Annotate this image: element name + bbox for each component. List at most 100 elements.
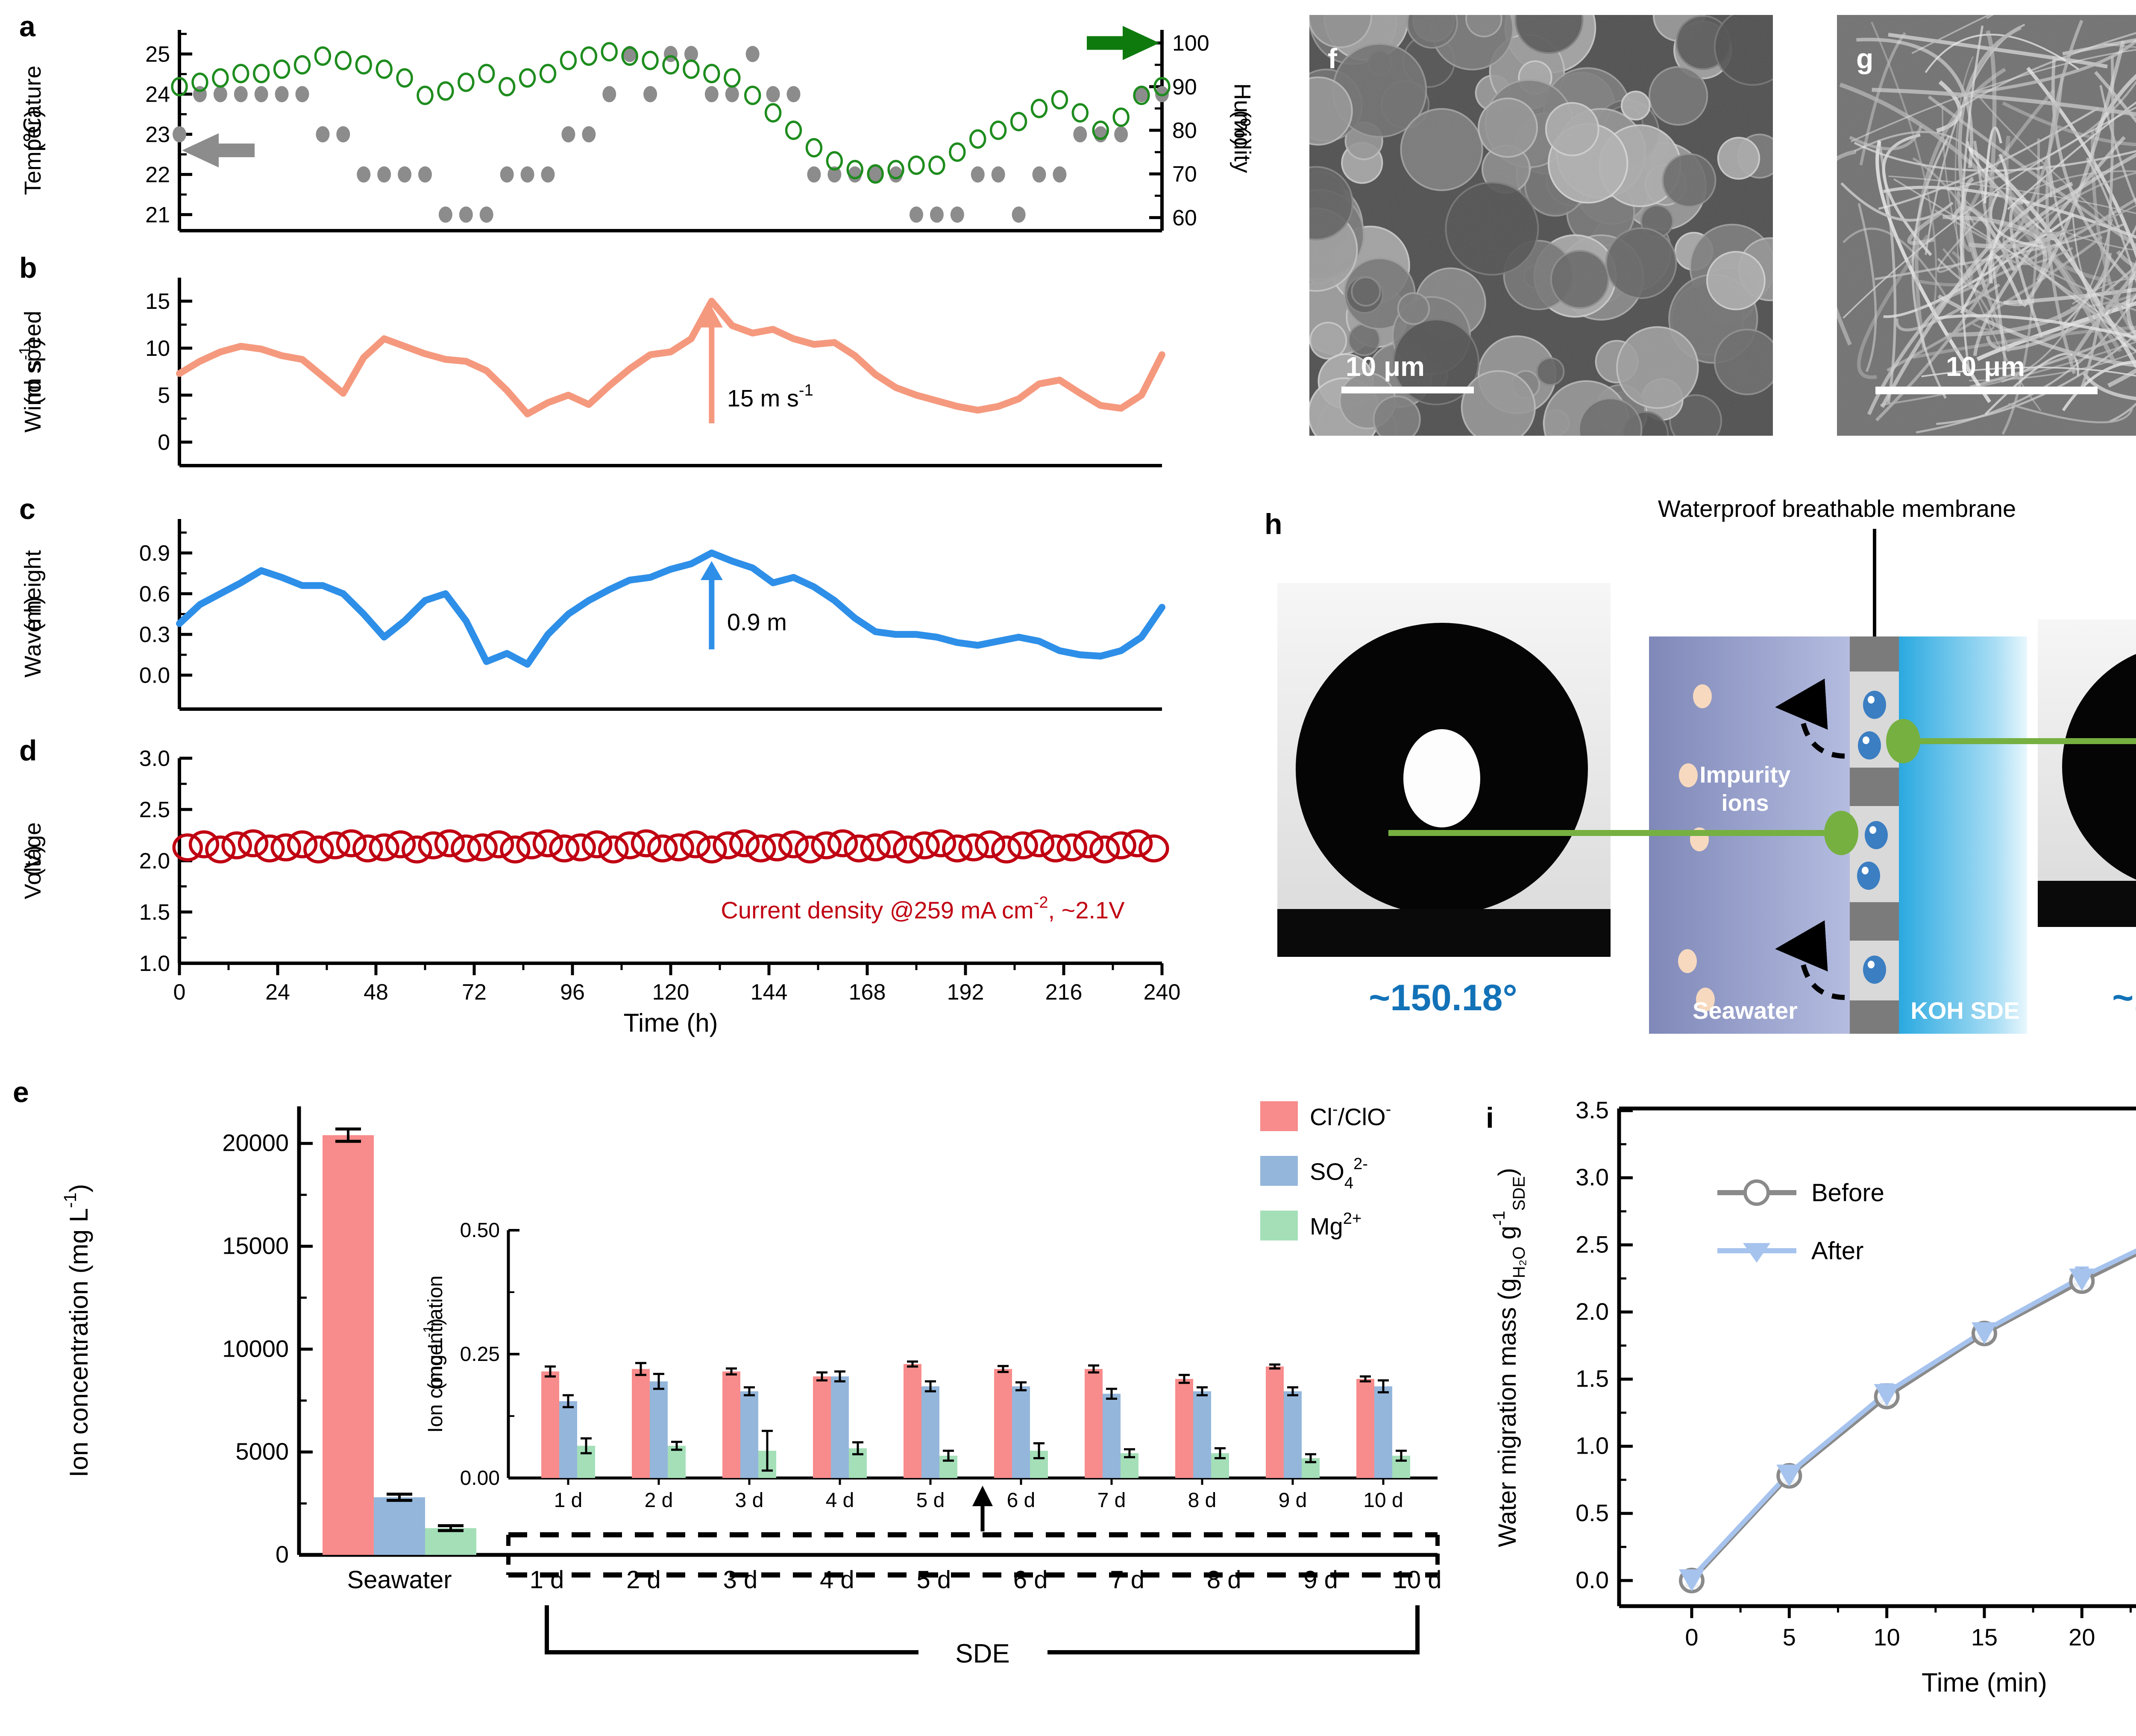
svg-text:0.6: 0.6 [139, 582, 170, 607]
svg-text:1.0: 1.0 [139, 951, 170, 976]
panel-i-plot: 0.00.51.01.52.02.53.03.5051015202530Befo… [1490, 1097, 2136, 1698]
svg-text:10: 10 [1874, 1624, 1900, 1651]
inset-day-label: 6 d [1007, 1489, 1036, 1512]
svg-text:22: 22 [145, 162, 170, 187]
svg-text:90: 90 [1172, 75, 1197, 100]
day-tick-label: 9 d [1303, 1566, 1338, 1594]
svg-text:25: 25 [145, 42, 170, 67]
svg-text:70: 70 [1172, 162, 1197, 187]
humidity-axis-arrow [1087, 26, 1159, 60]
sem-image-g: g 10 μm [1837, 15, 2136, 436]
svg-text:100: 100 [1172, 31, 1209, 56]
svg-text:192: 192 [947, 980, 984, 1005]
panel-e-inset-plot: 0.00 0.25 0.50 1 d 2 d 3 d 4 d 5 d 6 d 7 d 8 d 9 d 1… [420, 1219, 1438, 1512]
wave-peak-annotation: 0.9 m [727, 609, 787, 636]
svg-text:120: 120 [652, 980, 690, 1005]
panel-letter-g: g [1856, 43, 1873, 74]
svg-text:168: 168 [849, 980, 886, 1005]
panel-e-plot: 0 5000 10000 15000 20000 Seawater 1 d 2 d 3 d 4 d… [60, 1100, 1441, 1669]
svg-text:0.9: 0.9 [139, 541, 170, 566]
svg-text:5: 5 [158, 383, 170, 408]
svg-text:20000: 20000 [222, 1129, 289, 1156]
legend-before-label: Before [1811, 1179, 1884, 1207]
legend-after-label: After [1811, 1237, 1864, 1265]
svg-text:3.0: 3.0 [1576, 1164, 1609, 1191]
svg-text:24: 24 [145, 82, 170, 107]
svg-text:10000: 10000 [222, 1335, 289, 1362]
svg-text:48: 48 [364, 980, 388, 1005]
svg-text:1.0: 1.0 [1576, 1432, 1609, 1459]
panel-a-plot: 21 22 23 24 25 60 70 80 90 100 Temperature(℃) Humid… [20, 26, 1255, 232]
voltage-axis-label: Voltage(V) [20, 822, 46, 899]
inset-day-label: 1 d [554, 1489, 583, 1512]
time-axis-label: Time (h) [623, 1009, 718, 1037]
panel-letter-e: e [13, 1076, 29, 1108]
svg-text:15: 15 [145, 289, 170, 314]
svg-text:1.5: 1.5 [139, 900, 170, 925]
inset-day-label: 7 d [1097, 1489, 1126, 1512]
droplet-left-stage [1277, 909, 1611, 957]
voltage-annotation: Current density @259 mA cm-2, ~2.1V [721, 894, 1125, 924]
svg-text:0: 0 [158, 430, 170, 455]
inset-day-label: 5 d [916, 1489, 945, 1512]
svg-text:0.50: 0.50 [460, 1219, 500, 1242]
svg-text:23: 23 [145, 122, 170, 147]
angle-pointer-right [1886, 719, 2136, 763]
svg-text:0.5: 0.5 [1576, 1499, 1609, 1526]
ion-axis-label: Ion concentration (mg L-1) [60, 1184, 93, 1478]
svg-text:2.5: 2.5 [1576, 1231, 1609, 1258]
svg-text:0: 0 [276, 1541, 289, 1568]
panel-b-plot: 0 5 10 15 15 m s-1 Wind speed(m s-1) [16, 278, 1165, 467]
svg-text:1.5: 1.5 [1576, 1365, 1609, 1392]
temperature-axis-arrow [182, 133, 255, 167]
day-tick-label: 3 d [723, 1566, 758, 1594]
day-tick-label: 5 d [916, 1566, 951, 1594]
svg-text:24: 24 [265, 980, 290, 1005]
seawater-label: Seawater [1693, 997, 1798, 1024]
panel-letter-d: d [19, 734, 37, 767]
seawater-bar-0 [323, 1135, 374, 1555]
day-tick-label: 6 d [1013, 1566, 1048, 1594]
svg-text:2.0: 2.0 [139, 849, 170, 874]
day-tick-label: 2 d [626, 1566, 661, 1594]
panel-letter-f: f [1328, 43, 1338, 74]
svg-text:21: 21 [145, 202, 170, 227]
migration-time-axis-label: Time (min) [1922, 1668, 2047, 1698]
seawater-tick-label: Seawater [347, 1566, 452, 1594]
day-tick-label: 7 d [1110, 1566, 1144, 1594]
legend-swatch-2 [1260, 1211, 1298, 1240]
svg-text:216: 216 [1045, 980, 1083, 1005]
day-tick-label: 8 d [1207, 1566, 1241, 1594]
svg-text:2.5: 2.5 [139, 798, 170, 822]
svg-text:0.00: 0.00 [460, 1467, 500, 1490]
panel-letter-h: h [1265, 508, 1282, 540]
migration-axis-label: Water migration mass (gH₂O g-1SDE) [1490, 1168, 1529, 1547]
sem-f-scalebar-label: 10 μm [1346, 351, 1425, 382]
svg-text:0: 0 [173, 980, 186, 1005]
svg-text:144: 144 [751, 980, 788, 1005]
wind-line [176, 298, 1165, 417]
svg-text:10: 10 [145, 336, 170, 361]
panel-letter-b: b [19, 252, 37, 284]
svg-text:0.25: 0.25 [460, 1343, 500, 1366]
legend-label-2: Mg2+ [1310, 1210, 1361, 1240]
koh-region [1899, 636, 2027, 1034]
sem-g-scalebar [1875, 387, 2098, 394]
panel-letter-a: a [19, 10, 36, 43]
impurity-ions-label-line2: ions [1721, 790, 1769, 816]
svg-text:2.0: 2.0 [1576, 1298, 1609, 1325]
svg-text:0: 0 [1685, 1624, 1698, 1651]
svg-text:3.0: 3.0 [139, 746, 170, 771]
svg-text:15000: 15000 [222, 1232, 289, 1259]
svg-text:5: 5 [1783, 1624, 1796, 1651]
angle-pointer-left [1388, 811, 1858, 855]
membrane-diagram: Waterproof breathable membrane [1277, 495, 2136, 1034]
legend-swatch-1 [1260, 1156, 1298, 1186]
inset-day-label: 3 d [735, 1489, 764, 1512]
legend-swatch-0 [1260, 1101, 1298, 1131]
contact-angle-photo-left [1277, 583, 1611, 957]
svg-text:20: 20 [2069, 1624, 2095, 1651]
temperature-axis-label: Temperature(℃) [20, 65, 46, 195]
panel-d-plot: 1.0 1.5 2.0 2.5 3.0 0 24 48 72 96 120 144 168 192 216 2… [20, 746, 1180, 1037]
